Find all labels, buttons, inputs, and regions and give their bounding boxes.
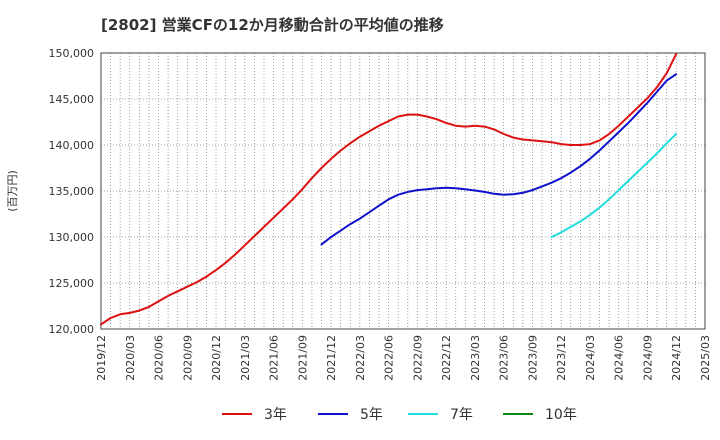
- y-tick-label: 150,000: [49, 47, 95, 60]
- x-tick-label: 2023/09: [526, 335, 539, 381]
- x-tick-label: 2022/12: [440, 335, 453, 381]
- x-tick-label: 2020/09: [181, 335, 194, 381]
- x-tick-label: 2020/03: [124, 335, 137, 381]
- legend-label-0: 3年: [264, 407, 287, 423]
- x-tick-label: 2022/03: [354, 335, 367, 381]
- x-tick-label: 2024/03: [584, 335, 597, 381]
- chart-title: [2802] 営業CFの12か月移動合計の平均値の推移: [101, 16, 444, 34]
- y-axis-label: (百万円): [6, 170, 19, 212]
- x-tick-label: 2021/06: [268, 335, 281, 381]
- legend-label-1: 5年: [360, 407, 383, 423]
- y-axis: 120,000 125,000 130,000 135,000 140,000 145,0…: [49, 47, 95, 336]
- y-tick-label: 140,000: [49, 139, 95, 152]
- x-tick-label: 2019/12: [95, 335, 108, 381]
- legend-label-2: 7年: [450, 407, 473, 423]
- series-line-2: [550, 133, 678, 238]
- y-tick-label: 145,000: [49, 93, 95, 106]
- y-tick-label: 135,000: [49, 185, 95, 198]
- x-tick-label: 2023/03: [469, 335, 482, 381]
- x-tick-label: 2024/06: [613, 335, 626, 381]
- plot-frame: [100, 52, 706, 330]
- legend-label-3: 10年: [545, 407, 577, 423]
- series-line-1: [320, 73, 678, 246]
- x-tick-label: 2021/09: [296, 335, 309, 381]
- x-tick-label: 2023/12: [555, 335, 568, 381]
- x-tick-label: 2022/09: [411, 335, 424, 381]
- x-axis: 2019/12 2020/03 2020/06 2020/09 2020/12 2021/…: [95, 335, 712, 381]
- y-tick-label: 120,000: [49, 323, 95, 336]
- x-tick-label: 2020/06: [153, 335, 166, 381]
- x-tick-label: 2020/12: [210, 335, 223, 381]
- grid-lines: [100, 52, 706, 330]
- y-tick-label: 125,000: [49, 277, 95, 290]
- x-tick-label: 2025/03: [699, 335, 712, 381]
- y-tick-label: 130,000: [49, 231, 95, 244]
- x-tick-label: 2024/09: [641, 335, 654, 381]
- legend: 3年 5年 7年 10年: [222, 407, 577, 423]
- series-line-0: [100, 52, 678, 326]
- x-tick-label: 2022/06: [383, 335, 396, 381]
- series-lines: [100, 52, 678, 326]
- x-tick-label: 2021/03: [239, 335, 252, 381]
- x-tick-label: 2024/12: [670, 335, 683, 381]
- x-tick-label: 2023/06: [498, 335, 511, 381]
- x-tick-label: 2021/12: [325, 335, 338, 381]
